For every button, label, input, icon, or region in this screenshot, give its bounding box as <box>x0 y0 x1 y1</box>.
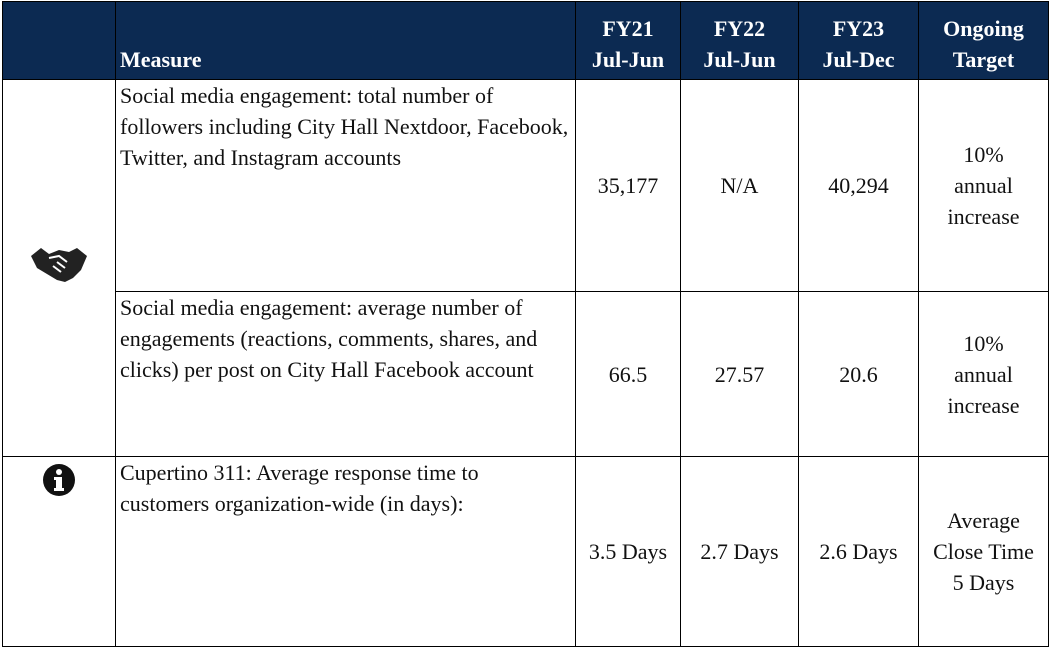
target-cell: 10% annual increase <box>918 291 1049 457</box>
value-cell: 20.6 <box>798 291 919 457</box>
header-cell: Ongoing Target <box>918 1 1049 80</box>
value-cell: 40,294 <box>798 79 919 292</box>
value-cell: N/A <box>680 79 799 292</box>
header-text: Jul-Jun <box>703 47 776 72</box>
value-cell: 2.7 Days <box>680 456 799 647</box>
header-text: FY23 <box>832 16 885 41</box>
header-text: Jul-Jun <box>591 47 665 72</box>
row: Social media engagement: average number … <box>3 291 1049 457</box>
header-text: FY22 <box>713 16 766 41</box>
header-text: FY21 <box>602 16 654 41</box>
value-cell: 66.5 <box>575 291 681 457</box>
info-icon <box>43 464 75 496</box>
measure-cell: Social media engagement: total number of… <box>115 79 576 292</box>
header-cell: Measure <box>115 1 576 80</box>
handshake-icon <box>31 248 87 282</box>
header-icon-cell <box>2 1 116 80</box>
header-cell: FY21 Jul-Jun <box>575 1 681 80</box>
value-cell: 27.57 <box>680 291 799 457</box>
header-cell: FY22 Jul-Jun <box>680 1 799 80</box>
row: Cupertino 311: Average response time to … <box>2 456 1049 647</box>
target-cell: Average Close Time 5 Days <box>918 456 1049 647</box>
value-cell: 35,177 <box>575 79 681 292</box>
header-text: Measure <box>120 47 202 72</box>
header-row: Measure FY21 Jul-Jun FY22 Jul-Jun FY23 Jul-… <box>2 1 1049 80</box>
header-text: Target <box>952 47 1015 72</box>
icon-cell <box>2 79 116 457</box>
value-cell: 2.6 Days <box>798 456 919 647</box>
icon-cell <box>2 456 116 647</box>
target-cell: 10% annual increase <box>918 79 1049 292</box>
row: Social media engagement: total number of… <box>2 79 1049 457</box>
header-text: Ongoing <box>943 16 1024 41</box>
measure-cell: Social media engagement: average number … <box>115 291 576 457</box>
header-cell: FY23 Jul-Dec <box>798 1 919 80</box>
measure-cell: Cupertino 311: Average response time to … <box>115 456 576 647</box>
value-cell: 3.5 Days <box>575 456 681 647</box>
header-text: Jul-Dec <box>822 47 895 72</box>
